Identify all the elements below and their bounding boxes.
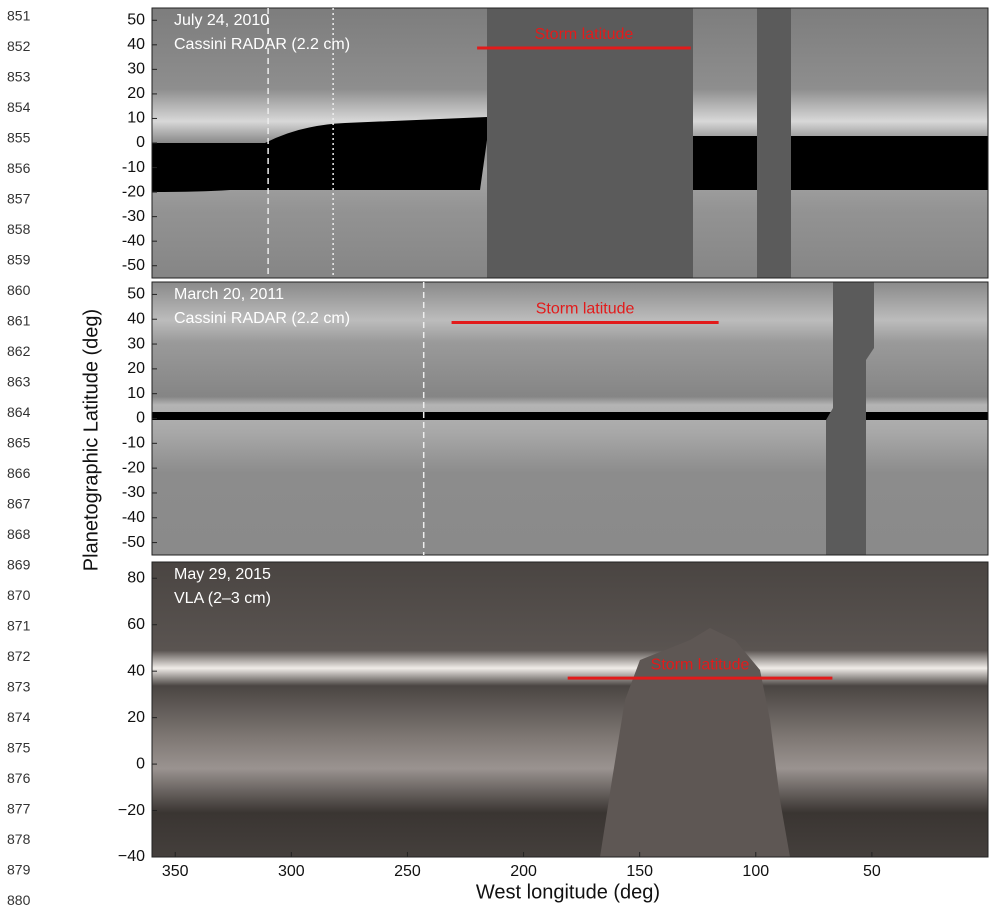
- line-number: 857: [7, 191, 31, 207]
- y-tick-label: -30: [122, 484, 145, 501]
- panel-date: May 29, 2015: [174, 566, 271, 583]
- panel-instrument: Cassini RADAR (2.2 cm): [174, 310, 350, 327]
- y-tick-label: -40: [122, 232, 145, 249]
- line-number: 864: [7, 404, 31, 420]
- x-tick-label: 200: [510, 863, 537, 880]
- line-number: 859: [7, 252, 31, 268]
- y-tick-label: 10: [127, 385, 145, 402]
- line-number: 868: [7, 526, 31, 542]
- y-tick-label: -40: [122, 509, 145, 526]
- y-tick-label: 10: [127, 110, 145, 127]
- y-tick-label: -10: [122, 435, 145, 452]
- y-tick-label: -50: [122, 257, 145, 274]
- line-number: 871: [7, 618, 31, 634]
- y-axis-label: Planetographic Latitude (deg): [80, 309, 102, 571]
- y-tick-label: 80: [127, 569, 145, 586]
- line-number: 880: [7, 892, 31, 907]
- line-number: 866: [7, 465, 31, 481]
- x-tick-label: 150: [626, 863, 653, 880]
- x-tick-label: 250: [394, 863, 421, 880]
- line-number: 874: [7, 709, 31, 725]
- y-tick-label: 0: [136, 134, 145, 151]
- line-number: 872: [7, 648, 31, 664]
- line-number: 865: [7, 435, 31, 451]
- y-tick-label: 30: [127, 61, 145, 78]
- y-tick-label: -20: [122, 459, 145, 476]
- y-tick-label: 30: [127, 335, 145, 352]
- line-number: 862: [7, 343, 31, 359]
- line-number: 855: [7, 130, 31, 146]
- x-tick-label: 50: [863, 863, 881, 880]
- y-tick-label: -20: [122, 183, 145, 200]
- line-number: 851: [7, 8, 31, 24]
- y-tick-label: 20: [127, 360, 145, 377]
- panel-backgrounds: [151, 7, 989, 858]
- x-tick-label: 100: [742, 863, 769, 880]
- y-tick-label: −20: [118, 802, 145, 819]
- line-number: 867: [7, 496, 31, 512]
- y-tick-label: 50: [127, 11, 145, 28]
- storm-label: Storm latitude: [535, 26, 634, 43]
- y-tick-label: 40: [127, 36, 145, 53]
- x-tick-label: 300: [278, 863, 305, 880]
- y-tick-label: -10: [122, 159, 145, 176]
- line-number: 869: [7, 557, 31, 573]
- y-tick-label: 20: [127, 85, 145, 102]
- line-number: 875: [7, 740, 31, 756]
- line-number: 852: [7, 38, 31, 54]
- line-number: 879: [7, 862, 31, 878]
- y-tick-label: 40: [127, 310, 145, 327]
- y-tick-label: 0: [136, 410, 145, 427]
- panel-instrument: Cassini RADAR (2.2 cm): [174, 36, 350, 53]
- y-tick-label: -50: [122, 534, 145, 551]
- y-tick-label: 20: [127, 709, 145, 726]
- line-number: 870: [7, 587, 31, 603]
- y-tick-label: 0: [136, 755, 145, 772]
- line-number: 861: [7, 313, 31, 329]
- line-number: 878: [7, 831, 31, 847]
- y-tick-label: 50: [127, 286, 145, 303]
- line-number: 873: [7, 679, 31, 695]
- x-axis-label: West longitude (deg): [476, 881, 660, 903]
- line-number: 876: [7, 770, 31, 786]
- line-number: 863: [7, 374, 31, 390]
- panel-date: March 20, 2011: [174, 286, 284, 303]
- line-number: 860: [7, 282, 31, 298]
- y-tick-label: -30: [122, 208, 145, 225]
- line-number: 854: [7, 99, 31, 115]
- panel-date: July 24, 2010: [174, 12, 269, 29]
- line-number: 858: [7, 221, 31, 237]
- storm-label: Storm latitude: [651, 656, 750, 673]
- y-tick-label: 40: [127, 662, 145, 679]
- panel-instrument: VLA (2–3 cm): [174, 590, 271, 607]
- x-tick-label: 350: [162, 863, 189, 880]
- y-tick-label: −40: [118, 848, 145, 865]
- storm-label: Storm latitude: [536, 301, 635, 318]
- y-tick-label: 60: [127, 616, 145, 633]
- line-number: 856: [7, 160, 31, 176]
- line-number: 853: [7, 69, 31, 85]
- line-number: 877: [7, 801, 31, 817]
